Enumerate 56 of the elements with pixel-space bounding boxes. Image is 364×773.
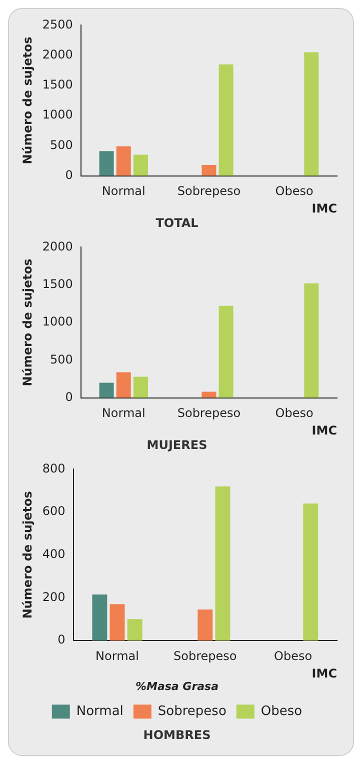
bar bbox=[127, 619, 142, 641]
bar bbox=[202, 392, 216, 398]
bar bbox=[133, 154, 148, 176]
x-axis-title: IMC bbox=[312, 666, 338, 680]
legend-title: %Masa Grasa bbox=[135, 680, 219, 693]
y-tick-label: 0 bbox=[58, 632, 66, 647]
y-tick-label: 500 bbox=[50, 138, 73, 152]
y-axis-title: Número de sujetos bbox=[20, 258, 34, 386]
y-tick-label: 400 bbox=[42, 547, 66, 562]
legend-label: Sobrepeso bbox=[158, 704, 226, 719]
x-tick-label: Normal bbox=[102, 184, 146, 198]
y-tick-label: 0 bbox=[65, 168, 73, 182]
text: HOMBRES bbox=[143, 728, 211, 742]
legend-label: Obeso bbox=[260, 704, 302, 719]
y-axis-title: Número de sujetos bbox=[20, 36, 34, 164]
y-tick-label: 800 bbox=[42, 461, 66, 476]
x-tick-label: Obeso bbox=[274, 648, 312, 663]
y-tick-label: 1500 bbox=[42, 78, 73, 92]
y-tick-label: 2000 bbox=[42, 47, 73, 62]
x-axis-title: IMC bbox=[312, 424, 338, 438]
y-tick-label: 1000 bbox=[42, 108, 73, 122]
x-tick-label: Obeso bbox=[275, 184, 314, 198]
x-tick-label: Obeso bbox=[275, 406, 314, 420]
y-tick-label: 1000 bbox=[42, 314, 73, 329]
x-axis-title: IMC bbox=[312, 202, 338, 216]
x-tick-label: Sobrepeso bbox=[177, 406, 241, 420]
text: MUJERES bbox=[146, 438, 208, 452]
y-tick-label: 2000 bbox=[42, 239, 73, 254]
bar bbox=[133, 376, 148, 398]
bar bbox=[304, 283, 319, 398]
y-tick-label: 200 bbox=[42, 590, 66, 604]
legend-label: Normal bbox=[76, 704, 124, 719]
bar bbox=[303, 503, 318, 641]
y-tick-label: 1500 bbox=[42, 276, 73, 291]
bar bbox=[218, 64, 234, 176]
bar bbox=[116, 146, 131, 176]
bar bbox=[215, 486, 230, 641]
bar bbox=[99, 382, 114, 398]
bar bbox=[99, 151, 114, 176]
y-tick-label: 500 bbox=[50, 352, 73, 366]
y-axis-title: Número de sujetos bbox=[20, 491, 34, 619]
x-tick-label: Sobrepeso bbox=[177, 184, 241, 198]
bar bbox=[218, 306, 234, 398]
bar bbox=[202, 164, 216, 176]
bar bbox=[92, 594, 108, 641]
y-tick-label: 600 bbox=[42, 504, 66, 518]
bar bbox=[198, 610, 213, 641]
x-tick-label: Normal bbox=[102, 406, 146, 420]
x-tick-label: Sobrepeso bbox=[174, 648, 237, 663]
text: TOTAL bbox=[156, 216, 199, 230]
x-tick-label: Normal bbox=[96, 648, 139, 663]
bar bbox=[304, 52, 319, 176]
bar bbox=[110, 604, 125, 641]
bar bbox=[116, 372, 131, 398]
y-tick-label: 2500 bbox=[42, 17, 73, 32]
y-tick-label: 0 bbox=[65, 390, 73, 404]
